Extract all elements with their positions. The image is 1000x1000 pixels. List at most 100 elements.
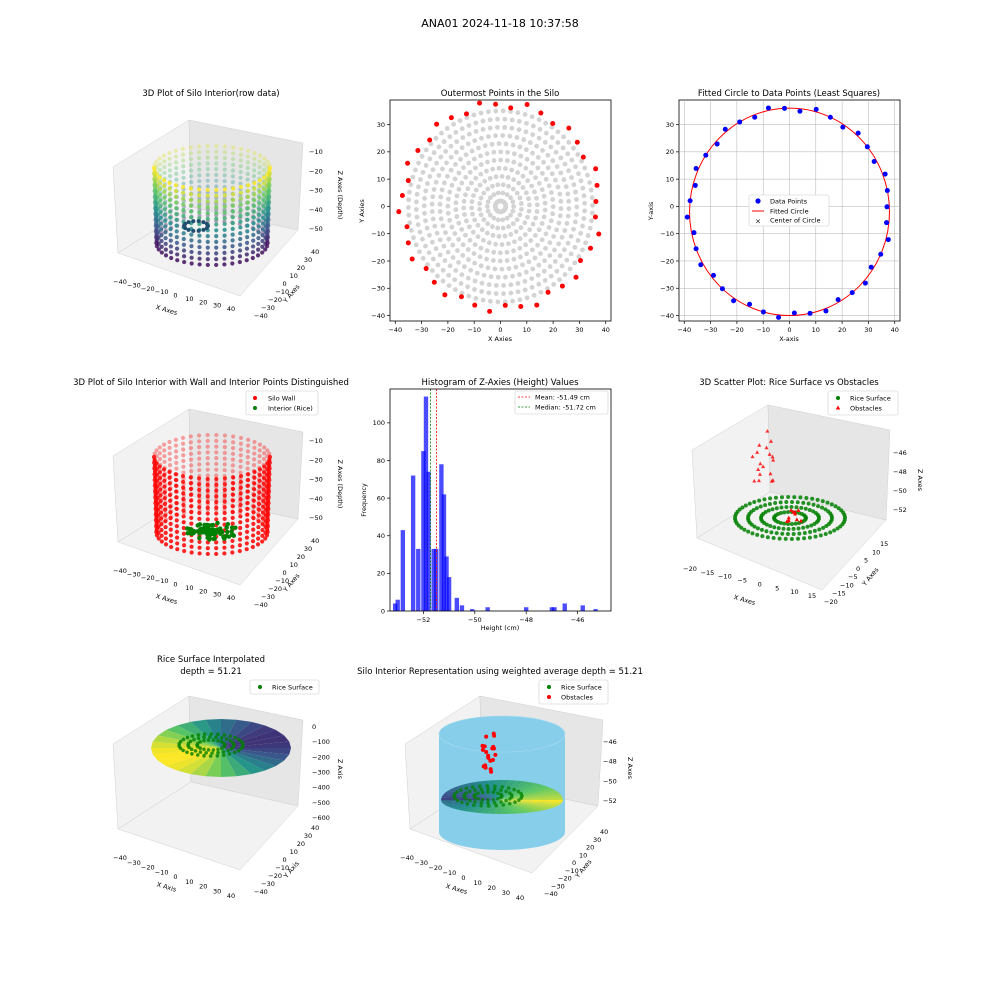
surface-patch: [442, 800, 498, 805]
gray-point: [472, 217, 478, 223]
wall-point: [262, 445, 267, 450]
raw-point: [237, 254, 243, 259]
wall-point: [157, 464, 162, 469]
gray-point: [470, 229, 476, 235]
raw-point: [222, 245, 227, 250]
rice-surface-point: [815, 497, 820, 502]
gray-point: [480, 118, 486, 124]
surface-patch: [498, 800, 553, 810]
outermost-ytick-label: 0: [381, 203, 385, 211]
gray-point: [478, 110, 484, 116]
wall-point: [196, 476, 202, 481]
wall-point: [261, 499, 266, 504]
gray-point: [576, 171, 581, 177]
surface-patch: [152, 748, 221, 761]
outermost-xtick-label: −20: [441, 326, 455, 334]
gray-point: [433, 246, 439, 252]
silo-xtick-label: 40: [516, 894, 524, 902]
data-point: [868, 264, 874, 270]
raw-ytick-label: 10: [290, 272, 298, 280]
panel-outermost-xlabel: X Axies: [488, 335, 513, 343]
surface-patch: [498, 792, 562, 800]
gray-point: [548, 190, 554, 195]
raw-point: [251, 238, 256, 243]
raw-point: [197, 179, 202, 184]
gray-point: [562, 228, 568, 233]
gray-point: [550, 211, 556, 217]
raw-point: [163, 247, 168, 252]
wall-point: [174, 524, 179, 529]
wall-point: [257, 484, 262, 489]
obstacle-point: [792, 509, 797, 514]
gray-point: [438, 154, 444, 160]
gray-point: [419, 153, 425, 159]
raw-point: [245, 188, 251, 194]
rice-ytick-label: 10: [872, 548, 880, 556]
panel-rice-interpolated: Rice Surface Interpolated depth = 51.21 …: [112, 655, 344, 900]
gray-point: [525, 178, 531, 184]
wall-point: [197, 493, 202, 498]
outermost-point: [448, 115, 454, 121]
wall-point: [205, 473, 210, 478]
rice-surface-point: [227, 752, 232, 756]
raw-point: [197, 204, 202, 209]
wall-point: [246, 472, 251, 477]
gray-point: [473, 120, 479, 126]
raw-point: [153, 212, 158, 217]
rice-surface-point: [780, 531, 785, 536]
gray-point: [444, 173, 450, 179]
outermost-point: [442, 292, 448, 298]
wall-point: [250, 539, 256, 544]
gray-point: [484, 168, 489, 174]
raw-point: [261, 192, 266, 197]
rice-surface-point: [776, 526, 781, 531]
gray-point: [517, 162, 523, 168]
gray-point: [456, 220, 462, 226]
rice-surface-point: [189, 747, 194, 752]
wall-point: [153, 506, 158, 512]
wall-point: [267, 460, 272, 465]
wall-point: [168, 527, 173, 532]
rice-surface-point: [452, 792, 457, 796]
wall-point: [230, 515, 235, 520]
wall-point: [214, 467, 219, 472]
gray-point: [572, 260, 578, 266]
wall-point: [152, 472, 157, 477]
wall-point: [181, 485, 186, 490]
silo-ytick-label: 30: [593, 836, 601, 844]
interior-point: [225, 529, 230, 535]
rice-surface-point: [789, 505, 794, 510]
rice-surface-point: [464, 786, 469, 791]
surface-ytick-label: −40: [254, 888, 268, 896]
gray-point: [504, 192, 510, 197]
gray-point: [503, 274, 508, 280]
raw-point: [152, 188, 157, 194]
raw-point: [245, 177, 250, 182]
wall-point: [263, 536, 268, 541]
wall-point: [168, 510, 173, 515]
legend-label-center: Center of Circle: [770, 217, 821, 225]
rice-surface-point: [198, 750, 203, 754]
raw-point: [230, 174, 235, 179]
raw-point: [214, 193, 219, 198]
wall-point: [245, 512, 250, 517]
raw-point: [167, 150, 172, 156]
gray-point: [459, 145, 465, 151]
raw-point: [238, 236, 243, 242]
rice-surface-point: [504, 789, 508, 794]
gray-point: [556, 241, 561, 247]
outermost-xtick-label: 40: [602, 326, 610, 334]
raw-point: [154, 159, 159, 164]
raw-point: [163, 235, 168, 241]
raw-point: [197, 245, 202, 250]
gray-point: [488, 195, 493, 201]
silo-xtick-label: −20: [428, 864, 442, 872]
wall-point: [230, 498, 236, 503]
rice-surface-point: [768, 524, 773, 529]
wall-xtick-label: 40: [227, 594, 235, 602]
wall-point: [230, 521, 235, 526]
gray-point: [548, 218, 554, 224]
data-point: [710, 272, 716, 278]
raw-point: [174, 217, 179, 222]
gray-point: [510, 208, 516, 214]
